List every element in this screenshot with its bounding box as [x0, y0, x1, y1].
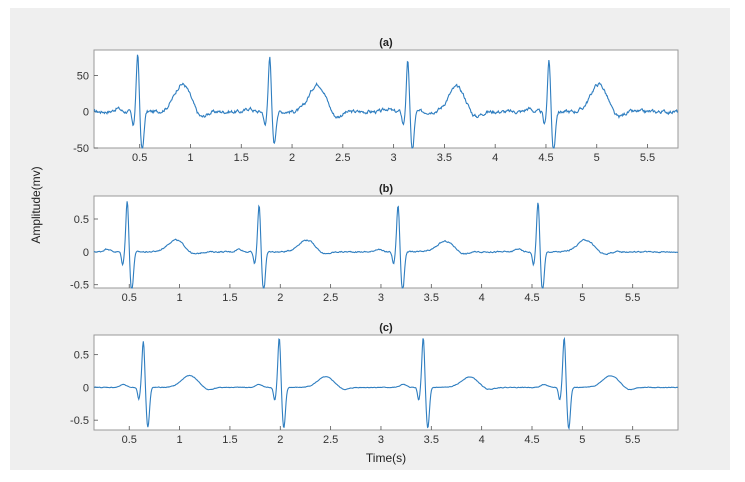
x-tick-label: 3	[391, 152, 397, 164]
panel-a-title: (a)	[379, 37, 393, 49]
panel-c-ecg-trace	[93, 336, 679, 431]
x-tick-label: 1	[177, 292, 183, 304]
x-tick-label: 3	[378, 292, 384, 304]
x-tick-label: 2	[289, 152, 295, 164]
x-tick-label: 3.5	[424, 292, 439, 304]
x-tick-label: 5	[579, 434, 585, 446]
x-tick-label: 5.5	[625, 434, 640, 446]
y-tick-label: -0.5	[70, 280, 89, 292]
panel-a-ticks: 0.5 1 1.5 2 2.5 3 3.5 4 4.5 5 5.5 -50 0 50	[73, 70, 655, 164]
y-tick-label: -50	[73, 143, 89, 155]
y-tick-label: 0	[83, 247, 89, 259]
y-tick-label: -0.5	[70, 415, 89, 427]
y-tick-label: 0	[83, 107, 89, 119]
x-tick-label: 2	[277, 292, 283, 304]
panel-c-ticks: 0.5 1 1.5 2 2.5 3 3.5 4 4.5 5 5.5 -0.5 0 0.5	[70, 350, 640, 446]
x-tick-label: 4.5	[538, 152, 553, 164]
x-tick-label: 2.5	[335, 152, 350, 164]
panel-c-axes	[93, 334, 679, 431]
panel-a-axes	[93, 49, 679, 149]
x-tick-label: 2	[277, 434, 283, 446]
panel-b-ticks: 0.5 1 1.5 2 2.5 3 3.5 4 4.5 5 5.5 -0.5 0 0.5	[70, 214, 640, 304]
x-tick-label: 0.5	[132, 152, 147, 164]
x-tick-label: 3.5	[437, 152, 452, 164]
panel-b-title: (b)	[379, 183, 393, 195]
y-axis-label: Amplitude(mv)	[29, 166, 43, 243]
x-tick-label: 1.5	[222, 292, 237, 304]
panel-b: (b) 0.5 1 1.5 2 2.5 3 3.5 4 4.5 5 5.5 -0.5 0 0.5	[70, 183, 679, 304]
panel-c: (c) 0.5 1 1.5 2 2.5 3 3.5 4 4.5 5 5.5 -0.5 0 0.5	[70, 322, 679, 446]
x-tick-label: 3.5	[424, 434, 439, 446]
x-tick-label: 0.5	[122, 292, 137, 304]
x-tick-label: 1.5	[234, 152, 249, 164]
panel-b-ecg-trace	[93, 201, 679, 289]
y-tick-label: 0.5	[74, 214, 89, 226]
panel-a-ecg-trace	[93, 54, 679, 149]
y-tick-label: 50	[77, 70, 89, 82]
x-tick-label: 2.5	[323, 434, 338, 446]
x-tick-label: 4.5	[524, 434, 539, 446]
x-axis-label: Time(s)	[366, 451, 406, 465]
x-tick-label: 0.5	[122, 434, 137, 446]
x-tick-label: 4	[479, 434, 485, 446]
x-tick-label: 4	[479, 292, 485, 304]
y-tick-label: 0	[83, 382, 89, 394]
x-tick-label: 1.5	[222, 434, 237, 446]
y-tick-label: 0.5	[74, 350, 89, 362]
x-tick-label: 3	[378, 434, 384, 446]
x-tick-label: 5.5	[625, 292, 640, 304]
x-tick-label: 5	[579, 292, 585, 304]
panel-c-title: (c)	[379, 322, 393, 334]
x-tick-label: 2.5	[323, 292, 338, 304]
x-tick-label: 4.5	[524, 292, 539, 304]
panel-a: (a) 0.5 1 1.5 2 2.5 3 3.5 4 4.5 5 5.5 -50 0 50	[73, 37, 679, 164]
x-tick-label: 5	[594, 152, 600, 164]
x-tick-label: 1	[177, 434, 183, 446]
x-tick-label: 1	[187, 152, 193, 164]
x-tick-label: 4	[492, 152, 498, 164]
x-tick-label: 5.5	[640, 152, 655, 164]
